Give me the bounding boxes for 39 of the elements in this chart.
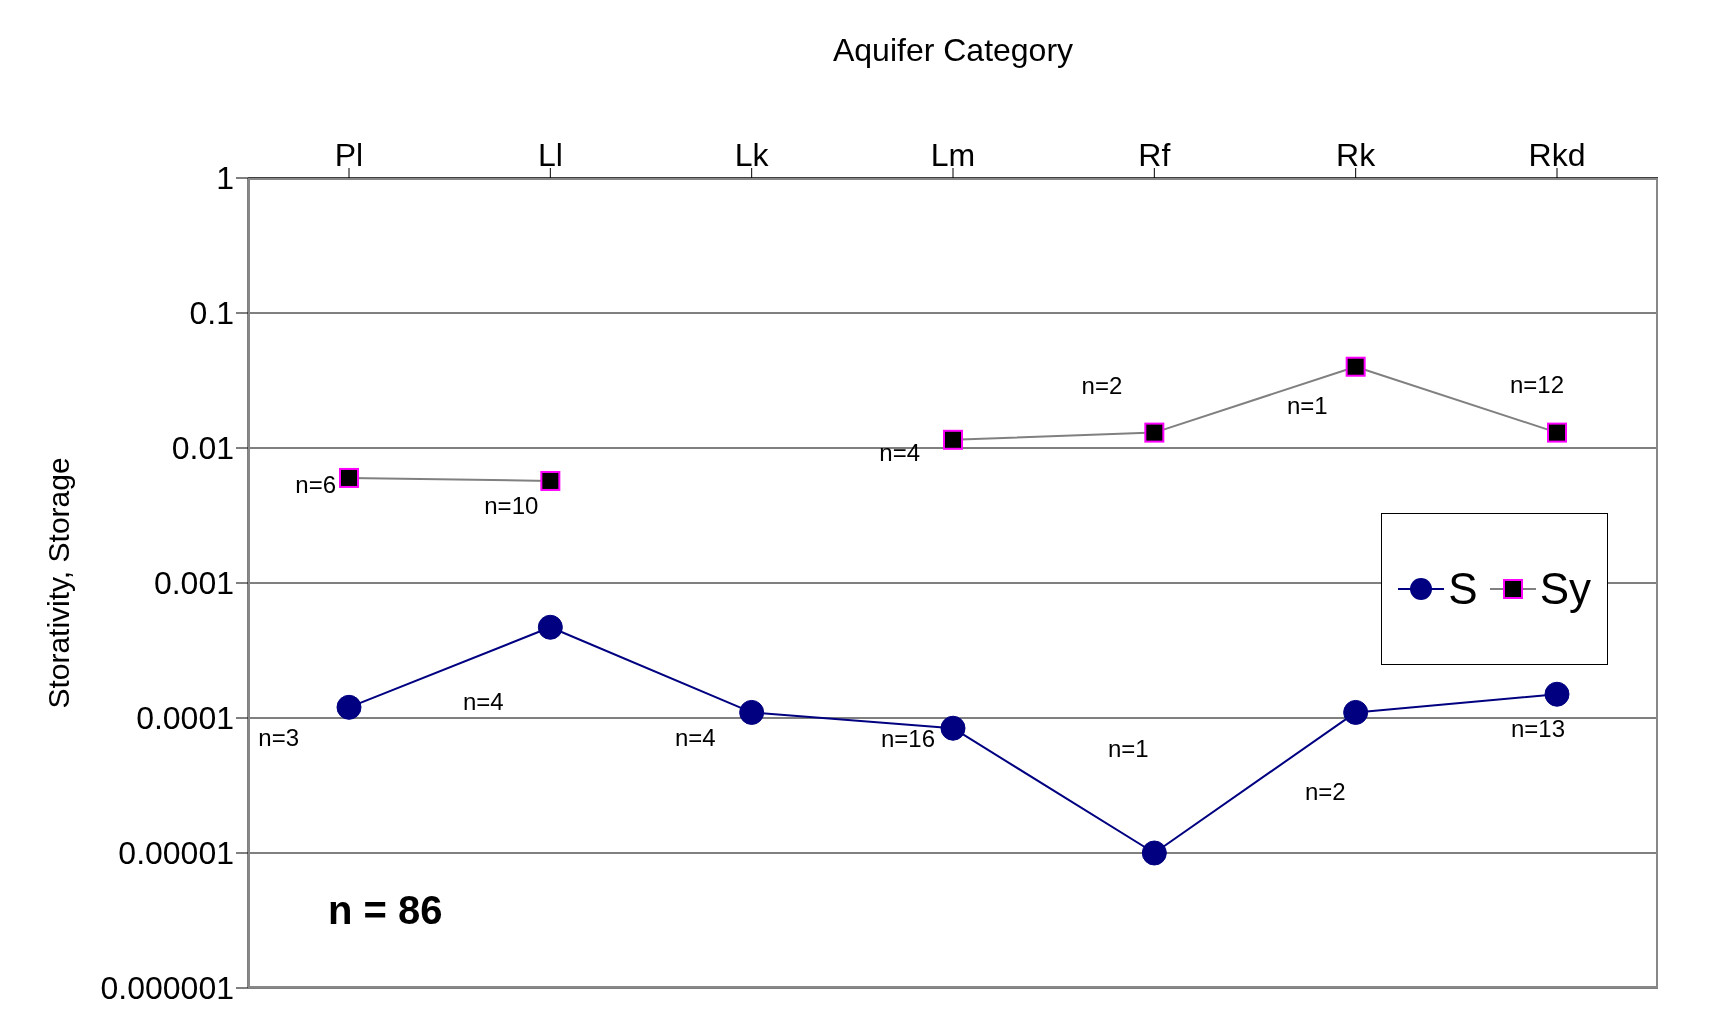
annotation: n=2 (1304, 777, 1346, 805)
point (1544, 681, 1570, 707)
annotation: n=4 (879, 439, 920, 467)
point (739, 699, 765, 725)
x-tick-label: Rf (1138, 137, 1171, 173)
annotation: n=13 (1510, 714, 1565, 742)
annotation: n = 86 (328, 888, 443, 933)
point (537, 614, 563, 640)
y-axis-title: Storativity, Storage (41, 457, 75, 709)
x-tick-label: Rkd (1528, 137, 1586, 173)
legend-label: Sy (1539, 564, 1591, 614)
legend-label: S (1448, 564, 1478, 614)
x-axis-title: Aquifer Category (832, 31, 1074, 68)
annotation: n=2 (1081, 371, 1123, 399)
annotation: n=12 (1509, 370, 1564, 398)
y-tick-label: 0.01 (171, 430, 234, 467)
x-tick-label: Pl (334, 137, 364, 173)
annotation: n=4 (674, 723, 716, 751)
annotation: n=6 (295, 471, 336, 499)
y-tick-label: 0.00001 (118, 835, 234, 872)
annotation: n=3 (258, 723, 299, 751)
point (940, 715, 966, 741)
y-tick-label: 0.0001 (136, 700, 234, 737)
y-tick-label: 0.000001 (100, 970, 234, 1007)
x-tick-label: Lm (930, 137, 976, 173)
annotation: n=16 (880, 724, 935, 752)
x-tick-label: Rk (1336, 137, 1377, 173)
x-tick-label: Lk (734, 137, 770, 173)
y-tick-label: 1 (216, 160, 234, 197)
x-tick-label: Ll (537, 137, 563, 173)
y-tick-label: 0.001 (153, 565, 234, 602)
annotation: n=1 (1108, 735, 1149, 763)
point (1141, 840, 1167, 866)
point (1343, 699, 1369, 725)
annotation: n=4 (463, 688, 504, 716)
y-tick-label: 0.1 (189, 295, 234, 332)
point (336, 694, 362, 720)
annotation: n=10 (484, 492, 539, 520)
annotation: n=1 (1286, 392, 1328, 420)
